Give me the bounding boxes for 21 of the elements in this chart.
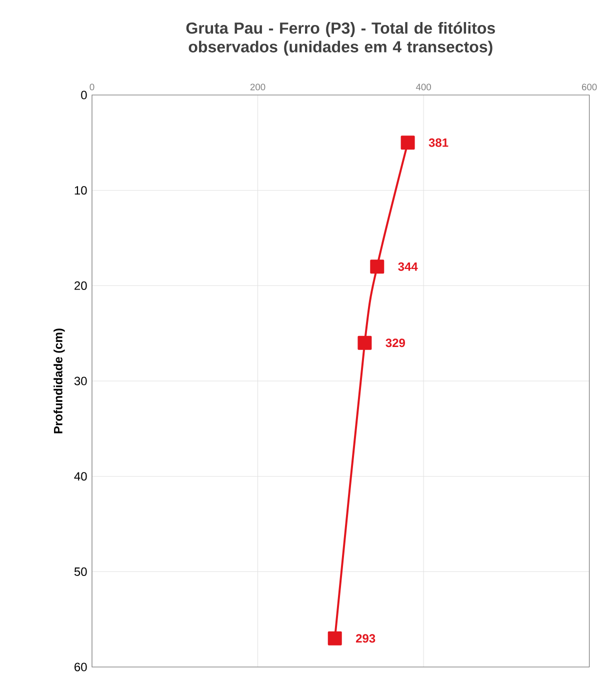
annotation: 293 xyxy=(356,634,376,643)
point xyxy=(400,136,415,150)
y-tick-label: 40 xyxy=(74,472,87,481)
point xyxy=(358,336,372,350)
y-axis-title: Profundidade (cm) xyxy=(54,328,65,434)
y-tick-label: 50 xyxy=(74,567,87,576)
annotation: 344 xyxy=(398,262,418,271)
x-tick-label: 400 xyxy=(416,84,431,90)
y-tick-label: 10 xyxy=(74,186,87,195)
point xyxy=(328,631,342,646)
x-tick-label: 600 xyxy=(582,84,597,90)
y-tick-label: 0 xyxy=(81,90,87,100)
annotation: 381 xyxy=(428,138,448,147)
chart-title: Gruta Pau - Ferro (P3) - Total de fitólitos observados (unidades em 4 transectos) xyxy=(186,22,495,56)
y-tick-label: 30 xyxy=(74,376,87,386)
y-tick-label: 20 xyxy=(74,281,87,290)
x-tick-label: 0 xyxy=(90,84,94,90)
point xyxy=(370,260,384,274)
annotation: 329 xyxy=(386,338,405,348)
x-tick-label: 200 xyxy=(250,84,266,90)
y-tick-label: 60 xyxy=(74,662,87,672)
